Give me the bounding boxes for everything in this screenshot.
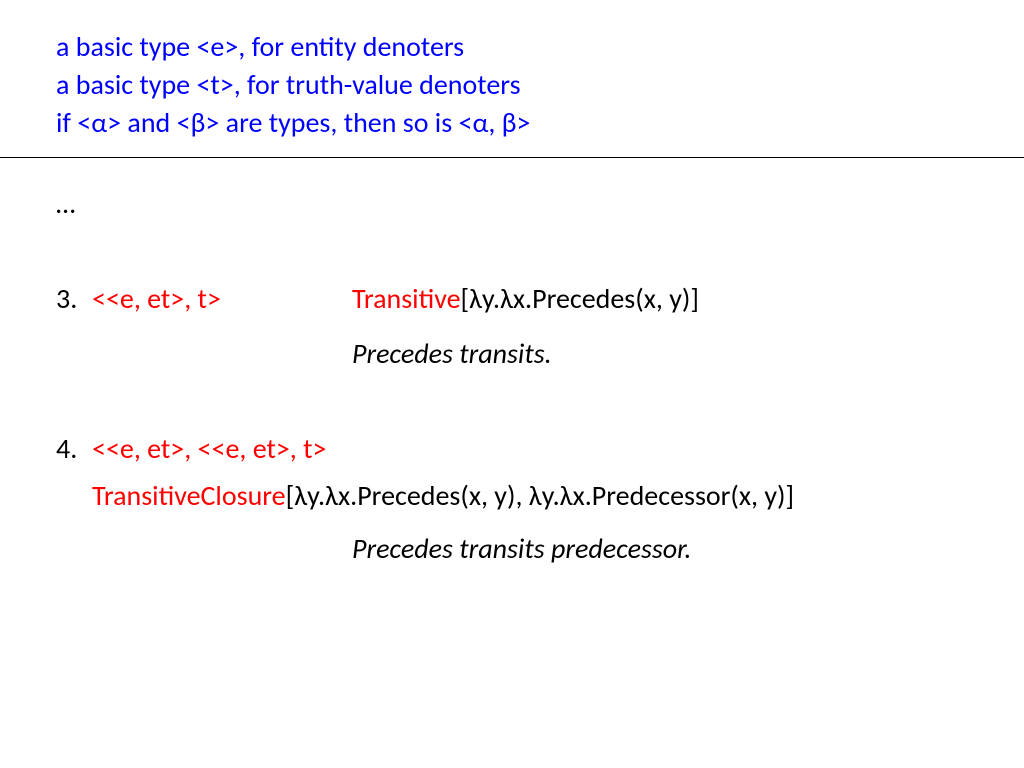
header-line-3: if <α> and <β> are types, then so is <α,…: [56, 104, 968, 142]
item-4-row: 4. <<e, et>, <<e, et>, t>: [56, 431, 968, 466]
ellipsis: …: [56, 186, 968, 221]
item-3-operator: Transitive: [352, 281, 461, 316]
item-3-gloss: Precedes transits.: [352, 336, 968, 371]
item-3-expression: Transitive[λy.λx.Precedes(x, y)]: [352, 281, 699, 316]
item-3-type: <<e, et>, t>: [92, 281, 352, 316]
item-4-operator: TransitiveClosure: [92, 478, 286, 513]
item-4-gloss: Precedes transits predecessor.: [352, 531, 968, 566]
header-line-1: a basic type <e>, for entity denoters: [56, 28, 968, 66]
item-4-number: 4.: [56, 431, 92, 466]
item-4-type: <<e, et>, <<e, et>, t>: [92, 431, 326, 466]
header-block: a basic type <e>, for entity denoters a …: [0, 0, 1024, 157]
header-line-2: a basic type <t>, for truth-value denote…: [56, 66, 968, 104]
item-4-expression: TransitiveClosure[λy.λx.Precedes(x, y), …: [92, 478, 968, 513]
item-3-formula: [λy.λx.Precedes(x, y)]: [461, 281, 699, 316]
content-block: … 3. <<e, et>, t> Transitive[λy.λx.Prece…: [0, 158, 1024, 594]
item-3-number: 3.: [56, 281, 92, 316]
item-4-formula: [λy.λx.Precedes(x, y), λy.λx.Predecessor…: [286, 478, 795, 513]
item-3-row: 3. <<e, et>, t> Transitive[λy.λx.Precede…: [56, 281, 968, 316]
